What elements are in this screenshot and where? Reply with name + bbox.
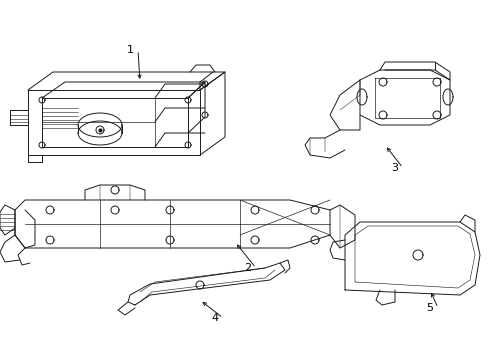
Text: 4: 4 (211, 313, 218, 323)
Text: 2: 2 (244, 263, 251, 273)
Text: 1: 1 (126, 45, 133, 55)
Text: 3: 3 (391, 163, 398, 173)
Text: 5: 5 (426, 303, 433, 313)
